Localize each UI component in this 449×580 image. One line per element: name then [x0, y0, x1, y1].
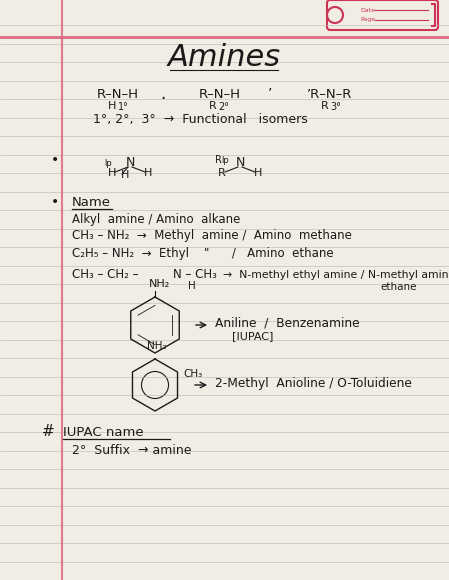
Text: •: •	[51, 195, 59, 209]
Text: Page: Page	[360, 17, 375, 23]
Text: ’: ’	[268, 87, 272, 101]
Text: Date: Date	[360, 8, 375, 13]
Text: →  N-methyl ethyl amine / N-methyl amine: → N-methyl ethyl amine / N-methyl amine	[223, 270, 449, 280]
Text: NH₂: NH₂	[150, 279, 171, 289]
Text: Name: Name	[72, 195, 111, 208]
Text: H: H	[121, 170, 129, 180]
Text: R–N–H: R–N–H	[97, 88, 139, 100]
Text: lp: lp	[221, 156, 229, 165]
Text: 2°  Suffix  → amine: 2° Suffix → amine	[72, 444, 192, 456]
Text: R: R	[218, 168, 226, 178]
Text: H: H	[108, 168, 116, 178]
Text: #: #	[42, 425, 54, 440]
Text: 1°: 1°	[118, 102, 128, 112]
Text: C₂H₅ – NH₂  →  Ethyl    "      /   Amino  ethane: C₂H₅ – NH₂ → Ethyl " / Amino ethane	[72, 246, 334, 259]
Text: Alkyl  amine / Amino  alkane: Alkyl amine / Amino alkane	[72, 212, 240, 226]
Text: R: R	[209, 101, 217, 111]
Text: N: N	[235, 155, 245, 169]
Text: •: •	[51, 153, 59, 167]
Text: H: H	[108, 101, 116, 111]
Text: R–N–H: R–N–H	[199, 88, 241, 100]
Text: H: H	[188, 281, 196, 291]
Text: NH₂: NH₂	[147, 341, 167, 351]
Text: 1°, 2°,  3°  →  Functional   isomers: 1°, 2°, 3° → Functional isomers	[92, 114, 308, 126]
Text: ethane: ethane	[380, 282, 417, 292]
Text: N – CH₃: N – CH₃	[173, 269, 217, 281]
Text: ’R–N–R: ’R–N–R	[307, 88, 352, 100]
Text: Amines: Amines	[167, 44, 281, 72]
Text: 2-Methyl  Anioline / O-Toluidiene: 2-Methyl Anioline / O-Toluidiene	[215, 376, 412, 390]
Text: .: .	[160, 85, 166, 103]
Text: CH₃ – CH₂ –: CH₃ – CH₂ –	[72, 269, 138, 281]
Text: N: N	[125, 155, 135, 169]
Text: 3°: 3°	[330, 102, 341, 112]
Text: 2°: 2°	[219, 102, 229, 112]
Text: [IUPAC]: [IUPAC]	[232, 331, 273, 341]
Text: Aniline  /  Benzenamine: Aniline / Benzenamine	[215, 317, 360, 329]
Text: lp: lp	[104, 158, 112, 168]
Text: R: R	[321, 101, 329, 111]
Text: CH₃: CH₃	[183, 369, 202, 379]
Text: H: H	[144, 168, 152, 178]
Text: H: H	[254, 168, 262, 178]
Text: IUPAC name: IUPAC name	[63, 426, 144, 438]
Text: R: R	[215, 155, 221, 165]
Text: CH₃ – NH₂  →  Methyl  amine /  Amino  methane: CH₃ – NH₂ → Methyl amine / Amino methane	[72, 230, 352, 242]
